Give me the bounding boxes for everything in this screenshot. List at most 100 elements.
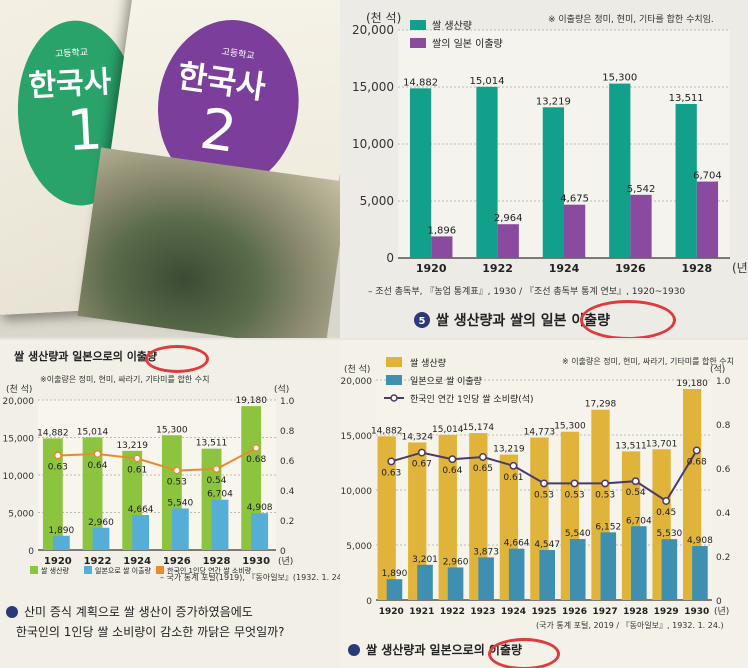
data-label: 6,704 bbox=[207, 490, 233, 500]
book-2-illustration bbox=[77, 147, 340, 338]
data-label: 15,014 bbox=[432, 425, 464, 435]
data-label: 13,511 bbox=[669, 93, 704, 104]
x-tick-label: 1928 bbox=[681, 262, 712, 275]
x-tick-label: 1927 bbox=[593, 607, 618, 617]
data-label: 15,300 bbox=[554, 422, 586, 432]
question-marker bbox=[6, 606, 18, 618]
book-1-volume: 1 bbox=[65, 97, 105, 165]
consumption-label: 0.61 bbox=[503, 473, 523, 483]
question-text: 산미 증식 계획으로 쌀 생산이 증가하였음에도 한국인의 1인당 쌀 소비량이… bbox=[12, 605, 285, 639]
y-tick-label: 0 bbox=[366, 597, 372, 607]
y-axis-unit: (천 석) bbox=[6, 384, 32, 395]
consumption-point bbox=[662, 497, 671, 505]
y2-tick-label: 1.0 bbox=[280, 397, 295, 407]
data-label: 2,960 bbox=[443, 557, 469, 567]
data-label: 2,960 bbox=[88, 518, 114, 528]
chart-bottom-right: 0 5,000 10,000 15,000 20,000 (천 석) 0 0.2 0.4 0.6 0… bbox=[341, 356, 734, 657]
source: – 조선 총독부, 『농업 통계표』, 1930 / 『조선 총독부 통계 연보… bbox=[368, 285, 685, 297]
data-label: 17,298 bbox=[585, 400, 617, 410]
bar-production bbox=[377, 436, 396, 600]
bar-export bbox=[692, 546, 708, 600]
highlight-circle bbox=[580, 300, 676, 338]
data-label: 6,152 bbox=[595, 522, 621, 532]
consumption-point bbox=[478, 453, 487, 461]
y2-tick-label: 0.4 bbox=[716, 509, 731, 519]
bar-export bbox=[696, 181, 719, 258]
x-tick-label: 1928 bbox=[203, 556, 231, 567]
book-2-cover: 고등학교 한국사 2 bbox=[77, 0, 340, 338]
bar-export bbox=[478, 557, 494, 600]
data-label: 13,219 bbox=[536, 96, 571, 107]
bar-export bbox=[171, 508, 189, 550]
x-tick-label: 1921 bbox=[409, 607, 434, 617]
data-label: 15,174 bbox=[463, 423, 495, 433]
bar-export bbox=[539, 549, 555, 600]
consumption-label: 0.64 bbox=[442, 466, 462, 476]
bar-export bbox=[508, 548, 525, 600]
x-tick-label: 1930 bbox=[242, 556, 270, 567]
data-label: 4,908 bbox=[687, 536, 713, 546]
legend-label: 쌀 생산량 bbox=[410, 357, 446, 369]
bar-production bbox=[476, 86, 498, 259]
consumption-label: 0.53 bbox=[167, 478, 187, 488]
x-tick-label: 1920 bbox=[44, 556, 72, 567]
y-tick-label: 5,000 bbox=[360, 194, 394, 208]
data-label: 5,542 bbox=[627, 184, 656, 195]
data-label: 4,664 bbox=[128, 505, 154, 515]
consumption-point bbox=[509, 461, 518, 470]
bar-production bbox=[542, 107, 564, 258]
x-tick-label: 1926 bbox=[562, 607, 587, 617]
consumption-point bbox=[448, 455, 457, 464]
consumption-point bbox=[417, 448, 426, 457]
consumption-point bbox=[570, 479, 579, 488]
x-axis-unit: (년) bbox=[278, 556, 293, 567]
data-label: 13,219 bbox=[116, 441, 148, 451]
legend-label: 한국인 1인당 연간 쌀 소비량 bbox=[167, 566, 252, 575]
bar-export bbox=[661, 539, 678, 600]
x-tick-label: 1926 bbox=[615, 262, 646, 275]
x-tick-label: 1920 bbox=[379, 607, 404, 617]
consumption-point bbox=[212, 465, 221, 473]
x-tick-label: 1925 bbox=[531, 607, 556, 617]
data-label: 6,704 bbox=[626, 516, 652, 526]
bar-export bbox=[132, 515, 150, 550]
consumption-label: 0.54 bbox=[626, 488, 646, 498]
question-line: 한국인의 1인당 쌀 소비량이 감소한 까닭은 무엇일까? bbox=[12, 625, 285, 639]
legend-swatch bbox=[156, 566, 164, 574]
y2-tick-label: 0.2 bbox=[280, 517, 294, 527]
y2-tick-label: 0.8 bbox=[280, 427, 295, 437]
x-tick-label: 1922 bbox=[440, 607, 465, 617]
x-axis-unit: (년) bbox=[732, 261, 748, 275]
consumption-point bbox=[53, 451, 62, 460]
note: ※ 이출량은 정미, 현미, 싸라기, 기타미를 합한 수치 bbox=[562, 356, 734, 366]
note: ※이출량은 정미, 현미, 싸라기, 기타미를 합한 수치 bbox=[40, 374, 209, 384]
data-label: 19,180 bbox=[676, 379, 708, 389]
data-label: 14,882 bbox=[403, 77, 438, 88]
legend-label: 쌀의 일본 이출량 bbox=[432, 38, 503, 50]
data-label: 14,773 bbox=[524, 427, 556, 437]
bar-export bbox=[92, 527, 110, 550]
bar-export bbox=[564, 204, 586, 258]
y2-tick-label: 0.8 bbox=[716, 421, 731, 431]
consumption-label: 0.61 bbox=[127, 466, 147, 476]
consumption-point bbox=[692, 446, 701, 455]
data-label: 5,530 bbox=[657, 529, 683, 539]
y2-axis-unit: (석) bbox=[274, 384, 289, 395]
x-tick-label: 1922 bbox=[482, 262, 513, 275]
legend-swatch bbox=[84, 566, 92, 574]
y-tick-label: 5,000 bbox=[8, 510, 34, 520]
bar-production bbox=[609, 83, 631, 258]
highlight-circle bbox=[145, 345, 209, 373]
y-tick-label: 0 bbox=[28, 547, 34, 557]
x-tick-label: 1923 bbox=[470, 607, 495, 617]
bar-export bbox=[600, 532, 617, 600]
chart-top-right: 0 5,000 10,000 15,000 20,000(천 석) 1920 14,882 1… bbox=[352, 10, 748, 329]
consumption-label: 0.53 bbox=[565, 490, 585, 500]
bar-production bbox=[675, 103, 697, 258]
highlight-circle bbox=[488, 638, 560, 668]
chart-bottom-left: 0 5,000 10,000 15,000 20,000 (천 석) 0 0.2 0.4 0.6 0… bbox=[3, 349, 341, 639]
bar-production bbox=[82, 437, 103, 550]
source: (국가 통계 포털, 2019 / 『동아일보』, 1932. 1. 24.) bbox=[536, 620, 724, 630]
y-tick-label: 10,000 bbox=[3, 472, 35, 482]
bar-export bbox=[497, 224, 519, 258]
